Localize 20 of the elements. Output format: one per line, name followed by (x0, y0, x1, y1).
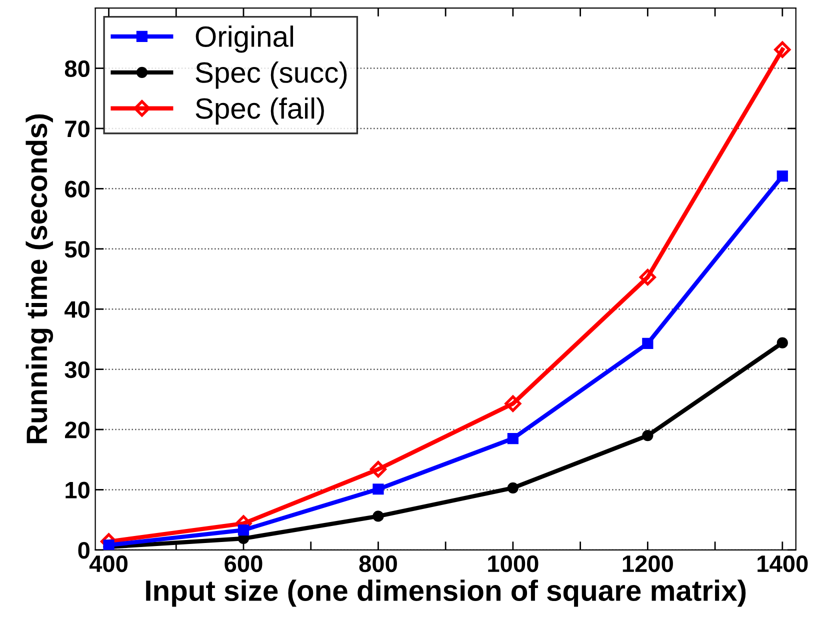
y-tick-label: 10 (66, 482, 90, 499)
legend-label: Spec (succ) (196, 62, 347, 89)
x-tick-label: 1000 (488, 555, 538, 572)
y-tick-label: 30 (64, 361, 90, 378)
legend-label: Original (196, 26, 294, 53)
x-tick-label: 600 (224, 555, 262, 572)
y-tick-label: 70 (65, 120, 90, 138)
x-tick-label: 800 (359, 555, 397, 572)
y-axis-title: Running time (seconds) (26, 114, 54, 444)
y-tick-label: 20 (65, 422, 90, 438)
y-tick-label: 0 (78, 542, 90, 559)
y-tick-label: 80 (64, 60, 90, 78)
legend-label: Spec (fail) (196, 97, 324, 125)
x-tick-label: 1200 (622, 555, 673, 572)
x-axis-title: Input size (one dimension of square matrix) (146, 580, 746, 607)
y-tick-label: 40 (64, 301, 90, 318)
x-tick-label: 1400 (758, 555, 808, 572)
y-tick-label: 50 (64, 240, 90, 258)
y-tick-label: 60 (65, 180, 90, 198)
x-tick-label: 400 (89, 555, 128, 572)
